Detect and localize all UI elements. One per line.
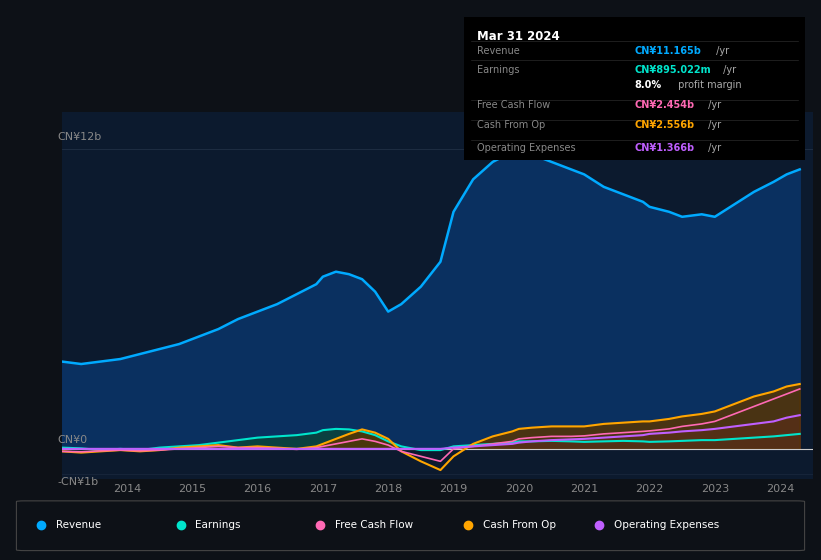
- Text: Free Cash Flow: Free Cash Flow: [335, 520, 413, 530]
- Text: -CN¥1b: -CN¥1b: [57, 478, 99, 487]
- Text: Operating Expenses: Operating Expenses: [614, 520, 719, 530]
- Text: CN¥11.165b: CN¥11.165b: [635, 46, 701, 56]
- Text: /yr: /yr: [705, 120, 721, 130]
- Text: /yr: /yr: [720, 64, 736, 74]
- Text: CN¥12b: CN¥12b: [57, 132, 102, 142]
- Text: Operating Expenses: Operating Expenses: [478, 143, 576, 153]
- Text: Free Cash Flow: Free Cash Flow: [478, 100, 551, 110]
- Text: Mar 31 2024: Mar 31 2024: [478, 30, 560, 43]
- Text: profit margin: profit margin: [675, 80, 741, 90]
- Text: /yr: /yr: [705, 100, 721, 110]
- Text: /yr: /yr: [705, 143, 721, 153]
- Text: CN¥2.556b: CN¥2.556b: [635, 120, 695, 130]
- Text: CN¥1.366b: CN¥1.366b: [635, 143, 695, 153]
- Text: Earnings: Earnings: [195, 520, 241, 530]
- Text: 8.0%: 8.0%: [635, 80, 662, 90]
- Text: /yr: /yr: [713, 46, 729, 56]
- Text: CN¥2.454b: CN¥2.454b: [635, 100, 695, 110]
- Text: CN¥0: CN¥0: [57, 435, 88, 445]
- Text: Revenue: Revenue: [478, 46, 521, 56]
- Text: CN¥895.022m: CN¥895.022m: [635, 64, 711, 74]
- Text: Earnings: Earnings: [478, 64, 520, 74]
- Text: Revenue: Revenue: [56, 520, 101, 530]
- Text: Cash From Op: Cash From Op: [478, 120, 546, 130]
- Text: Cash From Op: Cash From Op: [483, 520, 556, 530]
